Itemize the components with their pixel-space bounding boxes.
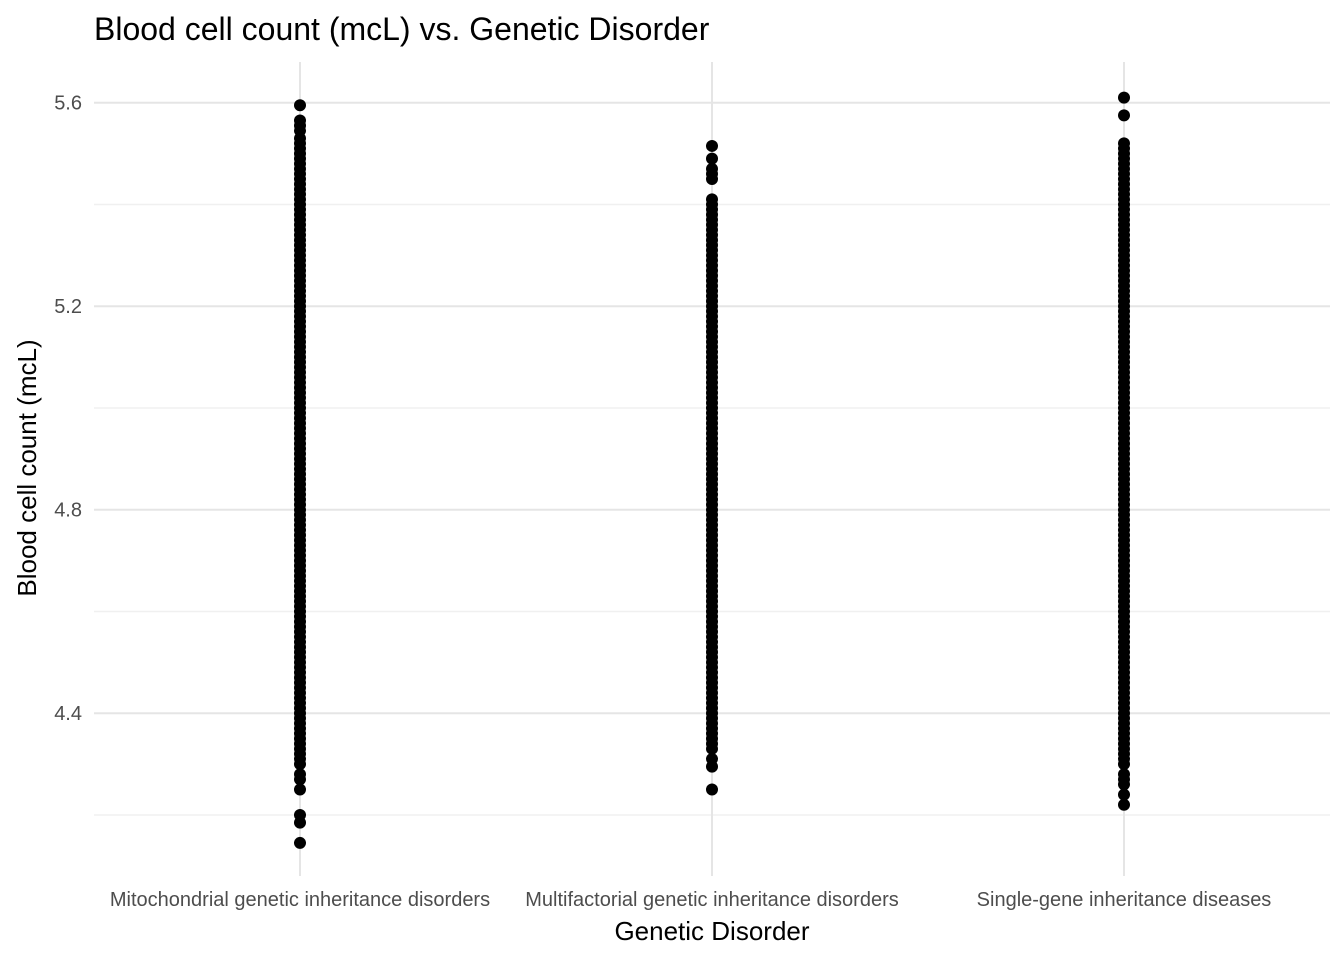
data-point: [294, 783, 306, 796]
data-point: [706, 173, 718, 186]
data-point: [1118, 758, 1130, 771]
data-point: [706, 783, 718, 796]
y-tick-label: 4.8: [54, 500, 82, 522]
data-point: [706, 742, 718, 755]
data-point: [1118, 109, 1130, 122]
data-point: [1118, 798, 1130, 811]
data-point: [706, 152, 718, 165]
y-tick-label: 4.4: [54, 703, 82, 725]
data-point: [706, 139, 718, 152]
x-tick-label: Single-gene inheritance diseases: [977, 889, 1272, 911]
x-tick-label: Mitochondrial genetic inheritance disord…: [110, 889, 490, 911]
data-point: [294, 773, 306, 786]
data-point: [294, 816, 306, 829]
data-point: [1118, 91, 1130, 104]
x-axis-title: Genetic Disorder: [614, 916, 809, 946]
data-point: [1118, 778, 1130, 791]
y-tick-label: 5.2: [54, 296, 82, 318]
data-point: [294, 836, 306, 849]
data-point: [706, 760, 718, 773]
x-tick-label: Multifactorial genetic inheritance disor…: [525, 889, 899, 911]
y-axis-ticks: 4.4 4.8 5.2 5.6: [54, 93, 82, 726]
chart-title: Blood cell count (mcL) vs. Genetic Disor…: [94, 11, 710, 47]
data-point: [294, 758, 306, 771]
y-axis-title: Blood cell count (mcL): [12, 339, 42, 596]
data-point: [294, 99, 306, 112]
y-tick-label: 5.6: [54, 93, 82, 115]
data-points: [294, 91, 1130, 849]
x-axis-ticks: Mitochondrial genetic inheritance disord…: [110, 889, 1271, 911]
data-point: [1118, 788, 1130, 801]
